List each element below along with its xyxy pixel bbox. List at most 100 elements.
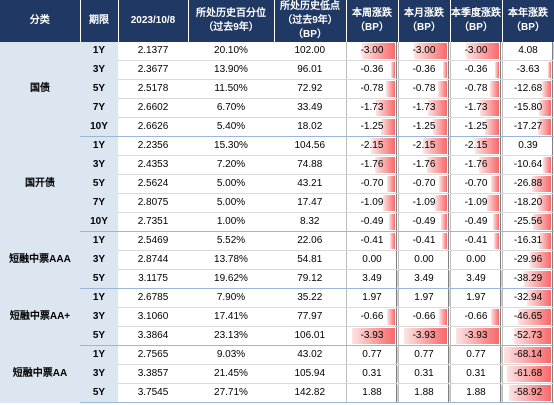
month-bar-axis — [447, 346, 449, 364]
year-value: -52.73 — [513, 330, 543, 341]
quarter-change-cell: -0.70 — [449, 174, 502, 194]
yield-cell: 2.2356 — [118, 136, 188, 156]
month-bar-axis — [447, 80, 449, 98]
quarter-bar — [499, 385, 502, 401]
quarter-change-cell: 3.49 — [449, 269, 502, 289]
category-cell: 短融中票AAA — [0, 231, 80, 289]
header-quarter: 本季度涨跌 （BP） — [450, 0, 503, 42]
month-value: 0.77 — [414, 349, 434, 360]
month-bar-axis — [447, 156, 449, 174]
percentile-cell: 5.40% — [188, 117, 274, 137]
tenor-cell: 3Y — [80, 250, 118, 270]
quarter-bar — [465, 43, 499, 59]
year-change-cell: 0.39 — [501, 136, 554, 156]
year-bar — [517, 309, 551, 325]
week-value: -0.41 — [360, 235, 384, 246]
year-value: -10.64 — [513, 159, 543, 170]
quarter-bar-axis — [499, 289, 501, 307]
percentile-cell: 13.90% — [188, 60, 274, 80]
percentile-cell: 5.00% — [188, 193, 274, 213]
year-bar-axis — [551, 365, 553, 383]
year-value: -68.14 — [513, 349, 543, 360]
week-change-cell: 1.97 — [345, 288, 398, 308]
week-bar — [361, 43, 395, 59]
month-value: 1.97 — [414, 292, 434, 303]
historical-low-cell: 43.21 — [274, 174, 346, 194]
week-bar — [390, 233, 395, 249]
month-value: -0.78 — [412, 83, 436, 94]
week-bar-axis — [395, 384, 397, 402]
month-bar-axis — [447, 213, 449, 231]
quarter-change-cell: -2.15 — [449, 136, 502, 156]
year-value: -18.20 — [513, 197, 543, 208]
month-change-cell: -2.15 — [397, 136, 450, 156]
week-value: -0.70 — [360, 178, 384, 189]
yield-cell: 3.3857 — [118, 364, 188, 384]
year-bar-axis — [551, 42, 553, 60]
quarter-bar-axis — [499, 137, 501, 155]
month-change-cell: -1.76 — [397, 155, 450, 175]
quarter-bar-axis — [499, 308, 501, 326]
quarter-value: -0.70 — [464, 178, 488, 189]
month-bar — [423, 138, 447, 154]
month-value: -0.70 — [412, 178, 436, 189]
quarter-change-cell: 1.97 — [449, 288, 502, 308]
week-bar — [351, 328, 395, 344]
year-bar — [539, 100, 551, 116]
yield-cell: 2.4353 — [118, 155, 188, 175]
percentile-cell: 15.30% — [188, 136, 274, 156]
week-change-cell: 0.00 — [345, 250, 398, 270]
table-row: 短融中票AA 1Y 2.7565 9.03% 43.02 0.77 0.77 0.77 -68.… — [0, 345, 554, 403]
header-week: 本周涨跌 （BP） — [346, 0, 399, 42]
quarter-bar-axis — [499, 99, 501, 117]
month-bar — [447, 290, 450, 306]
year-bar-axis — [551, 213, 553, 231]
historical-low-cell: 54.81 — [274, 250, 346, 270]
week-change-cell: 1.88 — [345, 383, 398, 403]
week-value: -1.73 — [360, 102, 384, 113]
historical-low-cell: 104.56 — [274, 136, 346, 156]
year-value: -58.92 — [513, 387, 543, 398]
header-percentile: 所处历史百分位 （过去9年） — [188, 0, 275, 42]
quarter-bar-axis — [499, 118, 501, 136]
month-change-cell: -1.09 — [397, 193, 450, 213]
year-value: -29.96 — [513, 254, 543, 265]
percentile-cell: 9.03% — [188, 345, 274, 365]
week-value: -0.49 — [360, 216, 384, 227]
quarter-change-cell: 1.88 — [449, 383, 502, 403]
quarter-bar-axis — [499, 346, 501, 364]
yield-cell: 2.8744 — [118, 250, 188, 270]
header-category: 分类 — [0, 0, 81, 42]
quarter-value: -3.00 — [464, 45, 488, 56]
week-change-cell: -3.93 — [345, 326, 398, 346]
year-bar — [537, 195, 551, 211]
year-value: -12.68 — [513, 83, 543, 94]
month-bar-axis — [447, 384, 449, 402]
month-bar — [403, 328, 447, 344]
year-bar-axis — [551, 346, 553, 364]
quarter-bar — [479, 100, 499, 116]
historical-low-cell: 33.49 — [274, 98, 346, 118]
historical-low-cell: 105.94 — [274, 364, 346, 384]
month-bar-axis — [447, 270, 449, 288]
year-change-cell: 4.08 — [501, 42, 554, 61]
quarter-bar-axis — [499, 42, 501, 60]
quarter-bar — [479, 157, 499, 173]
header-date: 2023/10/8 — [118, 0, 189, 42]
week-change-cell: -1.25 — [345, 117, 398, 137]
year-change-cell: -15.80 — [501, 98, 554, 118]
month-bar — [438, 176, 447, 192]
week-change-cell: -2.15 — [345, 136, 398, 156]
year-change-cell: -17.27 — [501, 117, 554, 137]
month-change-cell: 0.00 — [397, 250, 450, 270]
month-value: -0.66 — [412, 311, 436, 322]
historical-low-cell: 77.97 — [274, 307, 346, 327]
week-bar-axis — [395, 194, 397, 212]
year-bar-axis — [551, 289, 553, 307]
month-bar-axis — [447, 99, 449, 117]
historical-low-cell: 106.01 — [274, 326, 346, 346]
month-bar-axis — [447, 251, 449, 269]
quarter-bar — [499, 271, 502, 287]
week-bar-axis — [395, 270, 397, 288]
quarter-value: -0.66 — [464, 311, 488, 322]
